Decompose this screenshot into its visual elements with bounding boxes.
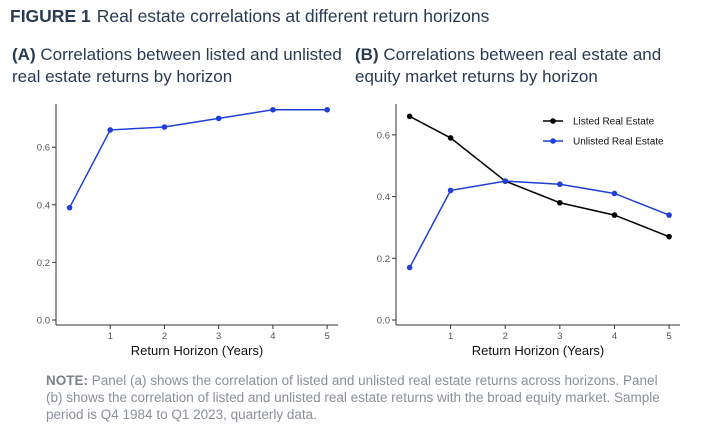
panel-b-title: (B) Correlations between real estate and… <box>355 44 700 88</box>
panel-a-x-axis-label: Return Horizon (Years) <box>131 343 263 358</box>
panel-a-x-tick-label: 2 <box>162 331 167 342</box>
panel-a-x-tick-label: 4 <box>270 331 275 342</box>
panel-a-series-line <box>68 109 328 209</box>
panel-a-title: (A) Correlations between listed and unli… <box>12 44 357 88</box>
panel-a-data-point <box>215 115 222 122</box>
note-label: NOTE: <box>46 373 88 388</box>
panel-a-chart: 0.0 0.2 0.4 0.6 1 2 3 4 5 Return Horizon (Years) <box>37 104 338 358</box>
panel-b-data-point <box>557 199 563 206</box>
figure-title-text: Real estate correlations at different re… <box>96 6 490 26</box>
panel-b-label: (B) <box>355 45 379 64</box>
panel-b-y-tick-label: 0.0 <box>377 316 390 327</box>
panel-a-x-tick-label: 5 <box>325 331 330 342</box>
panel-a-y-tick-label: 0.0 <box>37 316 50 327</box>
panel-b-legend-marker <box>550 138 556 144</box>
panel-b-x-tick-label: 4 <box>612 331 617 342</box>
panel-b-data-point <box>611 190 618 197</box>
panel-b-data-point <box>666 233 672 240</box>
panel-b-data-point <box>447 135 454 141</box>
panel-b-x-tick-label: 5 <box>666 331 671 342</box>
panel-b-legend-marker <box>550 118 556 124</box>
panel-a-y-tick-label: 0.4 <box>37 200 50 211</box>
panel-b-data-point <box>611 212 618 218</box>
panel-a-data-point <box>107 127 114 133</box>
panel-a-label: (A) <box>12 45 36 64</box>
figure-note: NOTE: Panel (a) shows the correlation of… <box>46 372 676 423</box>
panel-b-y-tick-label: 0.2 <box>377 254 390 265</box>
panel-b-legend-label: Unlisted Real Estate <box>573 137 664 148</box>
panel-a-y-tick-label: 0.6 <box>37 143 50 154</box>
panel-b-y-tick-label: 0.4 <box>377 192 390 203</box>
panel-b-x-tick-label: 1 <box>448 331 453 342</box>
panel-b-chart: 0.0 0.2 0.4 0.6 1 2 3 4 5 Return Horizon (Years) L… <box>377 104 680 358</box>
figure-label: FIGURE 1 <box>10 6 91 26</box>
panel-a-data-point <box>324 106 330 113</box>
panel-b-data-point <box>406 264 413 271</box>
panel-a-title-text: Correlations between listed and unlisted… <box>12 45 342 86</box>
panel-b-data-point <box>502 178 509 184</box>
panel-b-title-text: Correlations between real estate and equ… <box>355 45 662 86</box>
panel-b-series-line <box>408 180 670 268</box>
panel-a-data-point <box>161 124 168 130</box>
panel-a-data-point <box>66 204 73 211</box>
panel-b-data-point <box>406 113 413 120</box>
panel-b-data-point <box>557 181 563 188</box>
panel-b-legend-label: Listed Real Estate <box>573 117 655 128</box>
panel-a-x-tick-label: 3 <box>216 331 221 342</box>
panel-b-x-tick-label: 3 <box>557 331 562 342</box>
panel-b-data-point <box>447 187 454 194</box>
panel-a-y-tick-label: 0.2 <box>37 258 50 269</box>
panel-b-y-tick-label: 0.6 <box>377 130 390 141</box>
figure-title: FIGURE 1 Real estate correlations at diff… <box>10 6 489 27</box>
panel-a-x-tick-label: 1 <box>108 331 113 342</box>
panel-b-data-point <box>666 212 672 218</box>
panel-b-series-line <box>409 115 670 238</box>
panel-b-x-tick-label: 2 <box>503 331 508 342</box>
panel-b-x-axis-label: Return Horizon (Years) <box>472 343 604 358</box>
note-text: Panel (a) shows the correlation of liste… <box>46 373 660 422</box>
panel-a-data-point <box>270 106 276 113</box>
